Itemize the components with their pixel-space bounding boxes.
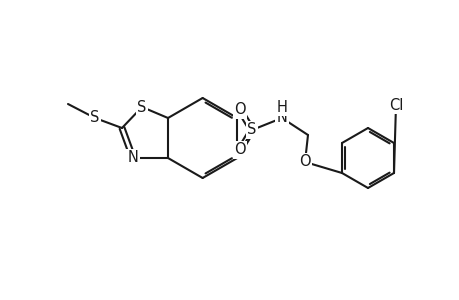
- Text: H: H: [276, 100, 287, 115]
- Text: S: S: [247, 122, 256, 137]
- Text: O: O: [234, 103, 245, 118]
- Text: N: N: [276, 110, 287, 125]
- Text: O: O: [298, 154, 310, 169]
- Text: S: S: [137, 100, 146, 115]
- Text: N: N: [127, 151, 138, 166]
- Text: S: S: [90, 110, 100, 125]
- Text: O: O: [234, 142, 245, 158]
- Text: Cl: Cl: [388, 98, 402, 112]
